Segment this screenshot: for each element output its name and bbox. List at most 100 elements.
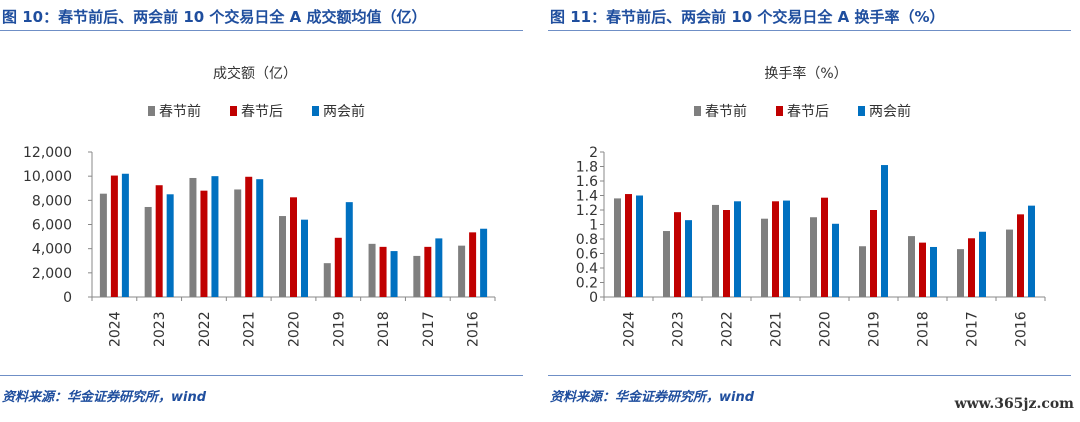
y-tick-label: 0.2	[576, 276, 598, 292]
x-tick-label: 2024	[622, 311, 638, 347]
chart-title: 换手率（%）	[764, 65, 847, 82]
bar-2020-series-1	[810, 217, 817, 297]
bar-2023-series-3	[166, 194, 174, 297]
x-tick-label: 2016	[1014, 311, 1030, 347]
bar-2021-series-3	[256, 179, 264, 297]
x-tick-label: 2022	[720, 311, 736, 347]
legend-swatch-3	[858, 106, 865, 116]
figure-10-title: 图 10：春节前后、两会前 10 个交易日全 A 成交额均值（亿）	[2, 8, 427, 26]
bar-2021-series-2	[772, 201, 779, 297]
x-tick-label: 2017	[965, 311, 981, 347]
legend-label-3: 两会前	[869, 103, 911, 120]
x-tick-label: 2017	[421, 311, 437, 347]
bar-2017-series-3	[979, 231, 986, 297]
bar-2019-series-2	[870, 210, 877, 297]
y-tick-label: 0.6	[576, 247, 598, 263]
bar-2024-series-3	[121, 173, 129, 297]
bar-2016-series-3	[1028, 205, 1035, 297]
x-tick-label: 2018	[916, 311, 932, 347]
x-tick-label: 2019	[331, 311, 347, 347]
bar-2023-series-3	[685, 220, 692, 297]
x-tick-label: 2021	[242, 311, 258, 347]
bar-2022-series-2	[723, 210, 730, 297]
y-tick-label: 1.6	[576, 174, 598, 190]
bar-2016-series-2	[1017, 214, 1024, 297]
bar-2016-series-2	[469, 232, 477, 297]
figure-11-bottom-rule	[548, 375, 1071, 376]
bar-2020-series-3	[301, 219, 308, 297]
bar-2022-series-1	[712, 204, 719, 297]
bar-2019-series-3	[345, 202, 353, 297]
legend-label-1: 春节前	[159, 103, 201, 120]
bar-2017-series-3	[435, 238, 443, 297]
legend-label-3: 两会前	[323, 103, 365, 120]
y-tick-label: 0	[63, 290, 72, 306]
turnover-rate-chart: 换手率（%） 春节前 春节后 两会前 00.20.40.60.811.21.41.61.…	[576, 65, 1046, 347]
bar-2018-series-1	[368, 243, 376, 297]
legend-label-2: 春节后	[241, 104, 283, 120]
bar-2024-series-1	[614, 198, 621, 297]
legend-swatch-1	[694, 106, 701, 116]
bar-2016-series-1	[1006, 229, 1013, 297]
figure-11-top-rule	[548, 30, 1071, 31]
y-tick-label: 4,000	[32, 242, 72, 258]
legend-label-2: 春节后	[787, 104, 829, 120]
bar-2019-series-1	[859, 246, 866, 297]
bar-2019-series-2	[334, 237, 342, 297]
y-tick-label: 2,000	[32, 266, 72, 282]
bar-2022-series-2	[200, 190, 208, 297]
turnover-amount-chart: 成交额（亿） 春节前 春节后 两会前 0 2,000 4,000 6,000 8,000 10,0…	[23, 65, 496, 347]
chart-title: 成交额（亿）	[213, 65, 297, 82]
bar-2018-series-3	[390, 251, 398, 297]
bar-2021-series-2	[245, 176, 253, 297]
y-tick-label: 1.8	[576, 160, 598, 176]
x-tick-label: 2024	[107, 311, 123, 347]
bar-2022-series-3	[734, 201, 741, 297]
bar-2018-series-3	[930, 246, 937, 297]
legend-swatch-2	[776, 106, 783, 116]
bar-2023-series-2	[674, 212, 681, 297]
x-tick-label: 2021	[769, 311, 785, 347]
y-tick-label: 0.4	[576, 261, 598, 277]
y-tick-label: 0.8	[576, 232, 598, 248]
figure-10-top-rule	[0, 30, 523, 31]
bar-2019-series-3	[881, 165, 888, 297]
x-tick-label: 2020	[287, 311, 303, 347]
x-tick-label: 2019	[867, 311, 883, 347]
figure-10-source: 资料来源：华金证券研究所，wind	[2, 390, 207, 405]
legend-label-1: 春节前	[705, 103, 747, 120]
bar-2018-series-2	[379, 246, 387, 297]
bar-2020-series-3	[832, 223, 839, 297]
x-tick-label: 2018	[376, 311, 392, 347]
bar-2016-series-1	[458, 245, 466, 297]
y-tick-label: 0	[589, 290, 598, 306]
figure-11-source: 资料来源：华金证券研究所，wind	[550, 390, 755, 405]
x-tick-label: 2023	[671, 311, 687, 347]
bar-2020-series-2	[290, 197, 297, 297]
bar-2017-series-1	[413, 255, 421, 297]
x-tick-label: 2022	[197, 311, 213, 347]
bar-2018-series-1	[908, 236, 915, 297]
y-tick-label: 12,000	[23, 145, 72, 161]
y-tick-label: 1.4	[576, 189, 598, 205]
y-tick-label: 2	[589, 145, 598, 161]
bar-2021-series-1	[761, 218, 768, 297]
y-tick-label: 6,000	[32, 218, 72, 234]
figure-11-title: 图 11：春节前后、两会前 10 个交易日全 A 换手率（%）	[550, 8, 945, 26]
y-tick-label: 1	[589, 218, 598, 234]
bar-2021-series-3	[783, 200, 790, 297]
bar-2024-series-2	[110, 175, 118, 297]
bar-2016-series-3	[480, 228, 488, 297]
bar-2017-series-1	[957, 249, 964, 297]
bar-2024-series-2	[625, 194, 632, 297]
bar-2018-series-2	[919, 242, 926, 297]
bar-2024-series-1	[99, 193, 107, 297]
figure-10-bottom-rule	[0, 375, 523, 376]
x-tick-label: 2023	[152, 311, 168, 347]
bar-2017-series-2	[424, 246, 432, 297]
bar-2017-series-2	[968, 238, 975, 297]
bar-2023-series-1	[144, 206, 152, 297]
bar-2023-series-1	[663, 231, 670, 297]
bar-2019-series-1	[323, 263, 331, 297]
bar-2024-series-3	[636, 195, 643, 297]
